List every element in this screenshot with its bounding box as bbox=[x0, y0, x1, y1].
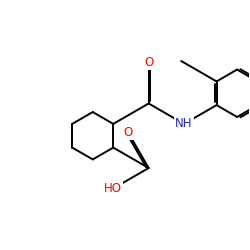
Text: O: O bbox=[124, 126, 133, 139]
Text: NH: NH bbox=[175, 118, 193, 130]
Text: HO: HO bbox=[104, 182, 122, 195]
Text: O: O bbox=[144, 56, 153, 69]
